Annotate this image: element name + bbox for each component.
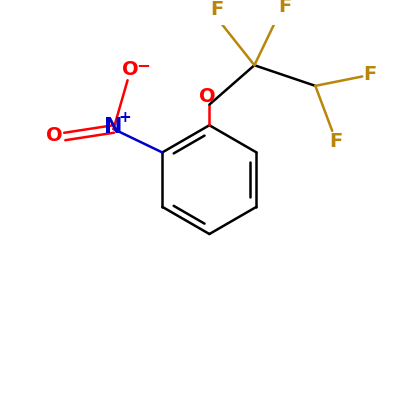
Text: +: + <box>118 110 131 125</box>
Text: −: − <box>136 56 150 74</box>
Text: O: O <box>46 126 63 145</box>
Text: O: O <box>199 87 216 106</box>
Text: F: F <box>210 0 224 19</box>
Text: F: F <box>329 132 342 151</box>
Text: F: F <box>279 0 292 16</box>
Text: O: O <box>122 60 139 80</box>
Text: N: N <box>104 117 123 137</box>
Text: F: F <box>363 65 376 84</box>
